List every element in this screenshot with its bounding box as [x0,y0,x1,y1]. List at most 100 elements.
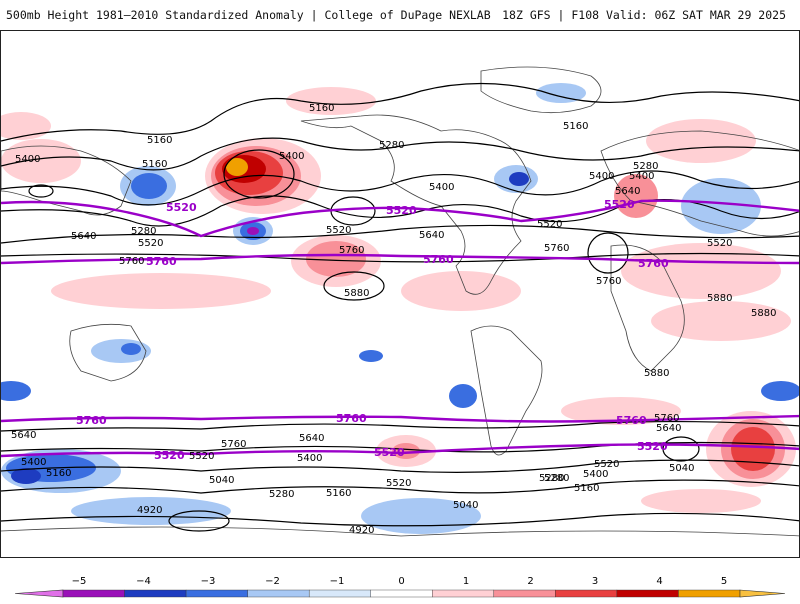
contour-label: 5880 [751,308,776,319]
greenland-outline [480,66,602,114]
colorbar-segments [14,589,786,598]
contour-label: 5640 [656,423,681,434]
colorbar-tick-label: 4 [656,576,662,587]
contour-label: 5280 [269,489,294,500]
contour-label: 5040 [669,463,694,474]
contour-label: 5160 [574,483,599,494]
eurasia-outline [600,130,799,237]
contour-label: 5520 [707,238,732,249]
contour-label: 5040 [453,500,478,511]
model-run-info: 18Z GFS | F108 Valid: 06Z SAT MAR 29 202… [502,8,786,22]
colorbar-tick-label: −5 [72,576,87,587]
contour-label: 5520 [326,225,351,236]
contour-label: 5640 [11,430,36,441]
colorbar-segment [678,589,741,598]
contour-label: 5760 [544,243,569,254]
colorbar-segment [124,589,187,598]
contour-label-5520: 5520 [374,446,405,459]
colorbar-tick-label: 1 [463,576,469,587]
contour-label: 5760 [339,245,364,256]
africa-outline [610,244,685,372]
colorbar-arrow-high [739,589,786,598]
contour-label: 4920 [349,525,374,536]
contour-label-5520: 5520 [637,440,668,453]
colorbar-segment [493,589,556,598]
contour-label: 5400 [429,182,454,193]
contour-label: 5160 [563,121,588,132]
contour-label: 5280 [539,473,564,484]
contour-label: 5280 [131,226,156,237]
contour-label: 5400 [279,151,304,162]
contour-label: 5760 [221,439,246,450]
contour-label: 5520 [138,238,163,249]
australia-outline [69,323,147,382]
colorbar: −5 −4 −3 −2 −1 0 1 2 3 4 5 [0,560,800,600]
colorbar-segment [185,589,248,598]
coastlines [1,66,799,537]
contour-label: 5520 [537,219,562,230]
north-america-outline [300,114,532,295]
contour-label: 5400 [589,171,614,182]
colorbar-tick-label: 2 [527,576,533,587]
colorbar-arrow-low [14,589,64,598]
contour-label: 5160 [309,103,334,114]
map-panel[interactable]: 5160 5400 5160 5400 5280 5520 5640 5760 … [0,30,800,558]
contour-label: 5880 [707,293,732,304]
contour-label: 5520 [189,451,214,462]
antarctica-outline [1,526,799,537]
anomaly-shading [1,83,799,534]
colorbar-segment [62,589,125,598]
contour-label: 5280 [633,161,658,172]
colorbar-segment [432,589,495,598]
colorbar-segment [370,589,433,598]
contour-label-5760: 5760 [146,255,177,268]
contour-label: 5760 [119,256,144,267]
contour-label-5520: 5520 [386,204,417,217]
anomaly-map[interactable]: 5160 5400 5160 5400 5280 5520 5640 5760 … [1,31,800,558]
colorbar-tick-label: 5 [721,576,727,587]
contour-label: 5760 [654,413,679,424]
contour-label: 5520 [594,459,619,470]
colorbar-segment [308,589,371,598]
highlight-labels: 5520 5520 5520 5760 5760 5760 5760 5760 … [76,198,669,462]
contour-label: 5400 [583,469,608,480]
colorbar-segment [616,589,679,598]
contour-label: 5400 [21,457,46,468]
contour-label: 5400 [15,154,40,165]
contour-label: 5160 [147,135,172,146]
contour-label: 5640 [615,186,640,197]
header: 500mb Height 1981–2010 Standardized Anom… [0,0,800,30]
contour-label-5760: 5760 [336,412,367,425]
colorbar-tick-label: −1 [330,576,345,587]
contour-label-5760: 5760 [76,414,107,427]
south-america-outline [470,325,543,456]
contour-label: 5280 [544,473,569,484]
colorbar-segment [555,589,618,598]
contour-label: 5640 [419,230,444,241]
contour-label-5520: 5520 [166,201,197,214]
colorbar-tick-label: 3 [592,576,598,587]
contour-label: 5520 [386,478,411,489]
contour-label-5520: 5520 [154,449,185,462]
east-asia-outline [1,145,132,216]
contour-label: 5040 [209,475,234,486]
contour-label: 5160 [142,159,167,170]
contour-label-5760: 5760 [423,253,454,266]
contour-label: 5760 [596,276,621,287]
colorbar-graphic: −5 −4 −3 −2 −1 0 1 2 3 4 5 [14,576,786,598]
contour-label: 5880 [644,368,669,379]
colorbar-tick-label: −2 [265,576,280,587]
contour-label: 5640 [299,433,324,444]
contour-label: 5280 [379,140,404,151]
map-title: 500mb Height 1981–2010 Standardized Anom… [6,8,491,22]
contour-label: 5880 [344,288,369,299]
contour-label-5520: 5520 [604,198,635,211]
contour-label: 5640 [71,231,96,242]
contour-label: 5400 [297,453,322,464]
colorbar-tick-label: −3 [201,576,216,587]
contour-label: 5400 [629,171,654,182]
colorbar-tick-label: 0 [398,576,404,587]
contour-label: 5160 [46,468,71,479]
contour-labels: 5160 5400 5160 5400 5280 5520 5640 5760 … [11,103,776,536]
contour-label: 4920 [137,505,162,516]
